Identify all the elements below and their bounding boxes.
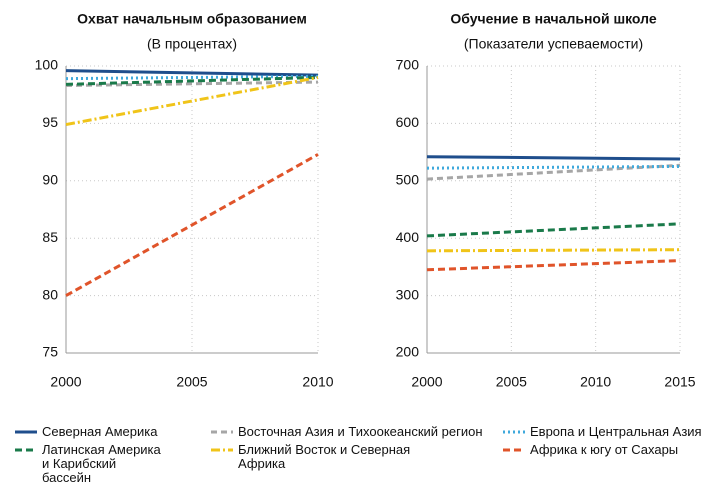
legend-item: Африка к югу от Сахары	[502, 443, 710, 485]
series-line	[65, 80, 319, 88]
series-line	[426, 259, 681, 272]
legend-swatch	[15, 430, 37, 434]
chart-subtitle: (В процентах)	[147, 36, 237, 52]
legend-label: Восточная Азия и Тихоокеанский регион	[238, 424, 483, 439]
x-tick-label: 2015	[664, 374, 695, 390]
legend-item: Латинская Америка и Карибский бассейн	[14, 443, 210, 485]
charts: Охват начальным образованием (В процентах…	[35, 11, 696, 390]
legend-item: Северная Америка	[14, 425, 210, 439]
x-tick-label: 2010	[302, 374, 333, 390]
legend-label: Латинская Америка и Карибский бассейн	[42, 442, 161, 485]
x-tick-label: 2000	[50, 374, 81, 390]
legend-swatch	[211, 448, 233, 452]
series-line	[65, 153, 319, 297]
y-tick-label: 80	[42, 286, 58, 302]
series-line	[65, 74, 319, 81]
legend-label: Европа и Центральная Азия	[530, 424, 702, 439]
legend-swatch	[503, 448, 525, 452]
y-tick-label: 400	[396, 229, 420, 245]
legend-label: Северная Америка	[42, 424, 158, 439]
chart-title: Обучение в начальной школе	[450, 11, 657, 27]
legend-swatch	[211, 430, 233, 434]
legend-label: Африка к югу от Сахары	[530, 442, 679, 457]
x-tick-label: 2010	[580, 374, 611, 390]
legend-item: Ближний Восток и Северная Африка	[210, 443, 502, 485]
x-tick-label: 2000	[411, 374, 442, 390]
series-line	[65, 69, 319, 77]
series-line	[65, 76, 319, 127]
y-tick-label: 95	[42, 114, 58, 130]
series-line	[426, 155, 681, 161]
y-tick-label: 600	[396, 114, 420, 130]
x-tick-label: 2005	[496, 374, 527, 390]
y-tick-label: 100	[35, 57, 59, 73]
chart-title: Охват начальным образованием	[77, 11, 307, 27]
legend-swatch	[15, 448, 37, 452]
y-tick-label: 85	[42, 229, 58, 245]
y-tick-label: 300	[396, 286, 420, 302]
legend: Северная Америка Восточная Азия и Тихооке…	[14, 425, 710, 489]
y-tick-label: 75	[42, 344, 58, 360]
legend-item: Европа и Центральная Азия	[502, 425, 710, 439]
chart-subtitle: (Показатели успеваемости)	[464, 36, 643, 52]
y-tick-label: 90	[42, 172, 58, 188]
y-tick-label: 500	[396, 172, 420, 188]
series-line	[65, 75, 319, 86]
legend-swatch	[503, 430, 525, 434]
series-line	[426, 248, 681, 253]
legend-item: Восточная Азия и Тихоокеанский регион	[210, 425, 502, 439]
legend-label: Ближний Восток и Северная Африка	[238, 442, 411, 471]
y-tick-label: 200	[396, 344, 420, 360]
series-line	[426, 164, 681, 170]
series-line	[426, 222, 681, 238]
x-tick-label: 2005	[176, 374, 207, 390]
y-tick-label: 700	[396, 57, 420, 73]
